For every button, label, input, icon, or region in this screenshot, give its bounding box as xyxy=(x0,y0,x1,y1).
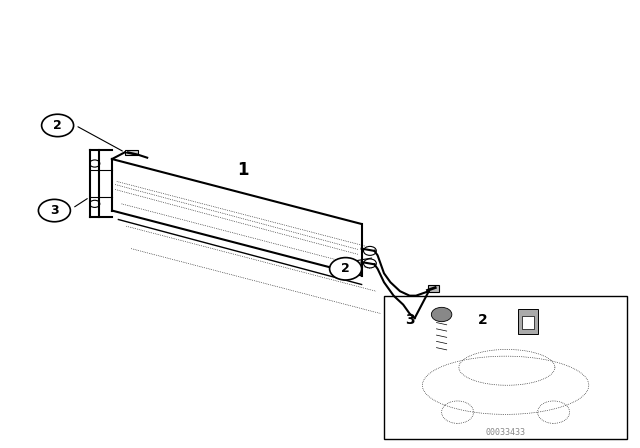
Text: 00033433: 00033433 xyxy=(486,428,525,437)
Circle shape xyxy=(42,114,74,137)
Bar xyxy=(428,285,439,292)
Bar xyxy=(522,316,534,329)
Text: 2: 2 xyxy=(53,119,62,132)
Circle shape xyxy=(330,258,362,280)
Text: 2: 2 xyxy=(478,313,488,327)
Text: 3: 3 xyxy=(50,204,59,217)
Text: 3: 3 xyxy=(404,313,415,327)
Bar xyxy=(125,150,138,155)
Circle shape xyxy=(38,199,70,222)
Bar xyxy=(518,309,538,334)
Text: 1: 1 xyxy=(237,161,249,179)
Circle shape xyxy=(431,307,452,322)
Text: 2: 2 xyxy=(341,262,350,276)
Bar xyxy=(384,296,627,439)
